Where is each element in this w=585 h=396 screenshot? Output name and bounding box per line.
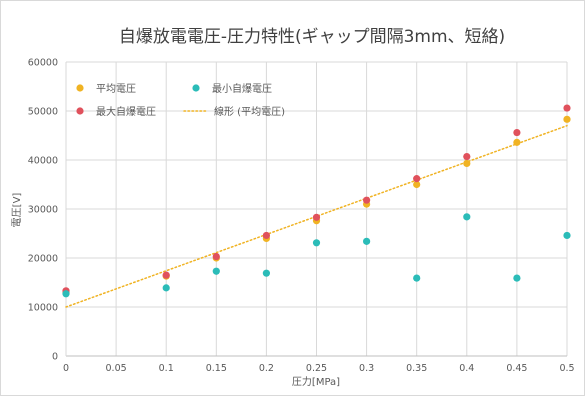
x-tick-label: 0 bbox=[63, 363, 69, 374]
x-axis-title: 圧力[MPa] bbox=[292, 375, 340, 388]
data-point bbox=[262, 269, 270, 277]
x-tick-label: 0.3 bbox=[359, 363, 374, 374]
trendline-linear-average bbox=[65, 124, 568, 308]
data-point bbox=[463, 152, 471, 161]
legend-marker bbox=[192, 84, 200, 92]
legend-item: 線形 (平均電圧) bbox=[183, 105, 285, 118]
y-tick-label: 30000 bbox=[28, 205, 58, 216]
data-point bbox=[262, 231, 270, 240]
x-tick-label: 0.05 bbox=[106, 363, 127, 374]
x-tick-label: 0.4 bbox=[459, 363, 474, 374]
legend-item: 最小自爆電圧 bbox=[192, 82, 272, 95]
legend-item: 平均電圧 bbox=[76, 83, 136, 95]
series-min-voltage bbox=[62, 213, 571, 298]
data-point bbox=[513, 128, 521, 137]
data-point bbox=[312, 213, 321, 221]
x-tick-label: 0.15 bbox=[206, 363, 227, 374]
x-tick-label: 0.25 bbox=[306, 363, 327, 374]
y-tick-label: 0 bbox=[52, 352, 58, 363]
axes: 0 10000 20000 30000 40000 50000 60000 0 0.05 0.1 0… bbox=[28, 58, 575, 375]
data-point bbox=[212, 267, 220, 275]
data-point bbox=[513, 274, 521, 282]
legend-label: 平均電圧 bbox=[96, 83, 136, 95]
data-point bbox=[413, 175, 421, 183]
x-tick-label: 0.2 bbox=[259, 363, 274, 374]
legend-item: 最大自爆電圧 bbox=[76, 105, 156, 118]
y-axis-title: 電圧[V] bbox=[11, 193, 23, 228]
data-point bbox=[363, 237, 371, 245]
y-tick-label: 50000 bbox=[28, 107, 58, 118]
legend-label: 最小自爆電圧 bbox=[212, 82, 272, 95]
x-tick-label: 0.1 bbox=[159, 363, 174, 374]
data-point bbox=[162, 284, 170, 292]
data-point bbox=[563, 231, 571, 240]
data-point bbox=[312, 239, 321, 247]
data-point bbox=[363, 196, 371, 204]
data-points bbox=[62, 104, 571, 298]
x-tick-label: 0.35 bbox=[406, 363, 427, 374]
legend-marker bbox=[76, 84, 84, 92]
data-point bbox=[162, 271, 170, 279]
y-tick-label: 10000 bbox=[28, 303, 58, 314]
data-point bbox=[563, 115, 571, 123]
x-tick-label: 0.45 bbox=[506, 363, 527, 374]
legend-label: 線形 (平均電圧) bbox=[214, 105, 285, 118]
y-tick-label: 60000 bbox=[28, 58, 58, 69]
data-point bbox=[212, 252, 220, 261]
data-point bbox=[513, 138, 521, 146]
trendline bbox=[65, 124, 568, 308]
data-point bbox=[463, 159, 471, 168]
data-point bbox=[463, 213, 471, 221]
data-point bbox=[62, 290, 70, 298]
legend-marker bbox=[76, 107, 84, 115]
y-tick-label: 20000 bbox=[28, 254, 58, 265]
y-tick-label: 40000 bbox=[28, 156, 58, 167]
data-point bbox=[563, 104, 571, 112]
data-point bbox=[413, 180, 421, 189]
chart-title: 自爆放電電圧-圧力特性(ギャップ間隔3mm、短絡) bbox=[119, 27, 505, 47]
legend-label: 最大自爆電圧 bbox=[96, 105, 156, 118]
grid bbox=[66, 61, 568, 356]
x-tick-label: 0.5 bbox=[559, 363, 574, 374]
data-point bbox=[413, 274, 421, 282]
